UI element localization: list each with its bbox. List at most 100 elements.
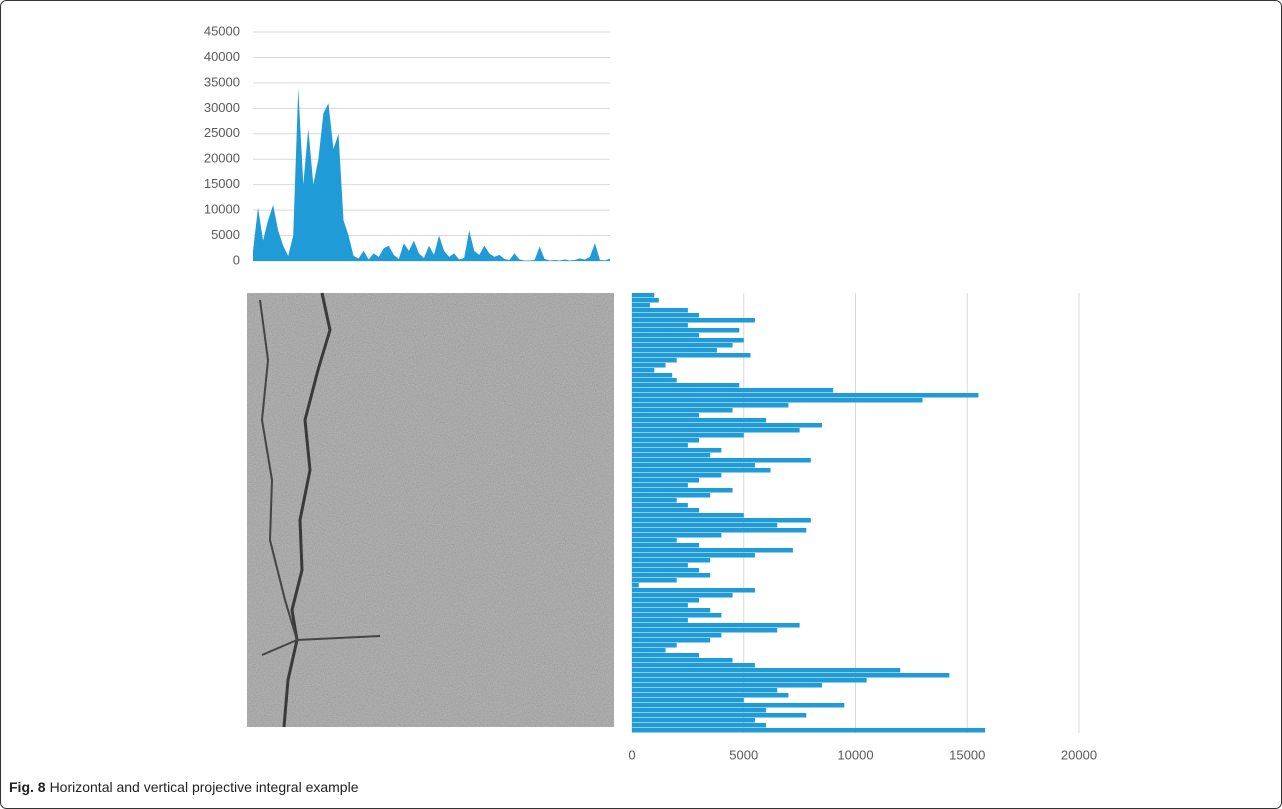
bar [632, 708, 767, 713]
bar [632, 478, 700, 483]
bar [632, 568, 700, 573]
y-tick-label: 20000 [204, 151, 240, 166]
bar [632, 598, 700, 603]
bar [632, 613, 722, 618]
bar [632, 593, 733, 598]
bar [632, 493, 711, 498]
caption-text: Horizontal and vertical projective integ… [50, 779, 359, 795]
bar [632, 653, 700, 658]
bar [632, 608, 711, 613]
bar [632, 603, 688, 608]
bar [632, 408, 733, 413]
bar [632, 298, 659, 303]
caption-label: Fig. 8 [9, 779, 46, 795]
bar [632, 718, 755, 723]
bar [632, 628, 778, 633]
bar [632, 313, 700, 318]
bar [632, 648, 666, 653]
bar [632, 713, 807, 718]
x-tick-label: 5000 [729, 747, 758, 762]
y-tick-label: 0 [233, 252, 240, 267]
bar [632, 658, 733, 663]
bar [632, 503, 688, 508]
bar [632, 633, 722, 638]
caption: Fig. 8 Horizontal and vertical projective… [9, 779, 359, 795]
bar [632, 543, 700, 548]
bar [632, 378, 677, 383]
bar [632, 348, 717, 353]
bar [632, 573, 711, 578]
y-tick-label: 15000 [204, 176, 240, 191]
bar [632, 518, 811, 523]
bar [632, 528, 807, 533]
bar [632, 428, 800, 433]
bar [632, 418, 767, 423]
bar [632, 728, 986, 733]
bar [632, 308, 688, 313]
bar [632, 353, 751, 358]
bar [632, 513, 744, 518]
bar [632, 698, 744, 703]
bar [632, 508, 700, 513]
bar [632, 703, 845, 708]
bar [632, 463, 755, 468]
bar [632, 323, 688, 328]
y-tick-label: 5000 [211, 227, 240, 242]
bar [632, 498, 677, 503]
y-tick-label: 30000 [204, 100, 240, 115]
bar [632, 688, 778, 693]
bar [632, 668, 901, 673]
x-tick-label: 0 [628, 747, 635, 762]
bar [632, 488, 733, 493]
bar [632, 333, 700, 338]
bar [632, 678, 867, 683]
bar [632, 673, 950, 678]
bar [632, 318, 755, 323]
bar [632, 373, 673, 378]
y-tick-label: 25000 [204, 125, 240, 140]
bar [632, 558, 711, 563]
bar [632, 368, 655, 373]
bar [632, 643, 677, 648]
bar [632, 393, 979, 398]
bar [632, 303, 650, 308]
bar [632, 583, 639, 588]
y-tick-label: 45000 [204, 23, 240, 38]
bar [632, 343, 733, 348]
bar [632, 448, 722, 453]
y-tick-label: 40000 [204, 49, 240, 64]
bar [632, 588, 755, 593]
bar [632, 338, 744, 343]
bar [632, 663, 755, 668]
bar [632, 683, 822, 688]
x-tick-label: 15000 [949, 747, 985, 762]
pavement-image [247, 292, 614, 728]
bar [632, 453, 711, 458]
bar [632, 638, 711, 643]
bar [632, 548, 793, 553]
bar [632, 538, 677, 543]
bar [632, 458, 811, 463]
bar [632, 423, 822, 428]
bar [632, 723, 767, 728]
bar [632, 443, 688, 448]
bar [632, 328, 740, 333]
bar [632, 523, 778, 528]
bar [632, 383, 740, 388]
bar [632, 388, 834, 393]
bar [632, 293, 655, 298]
x-tick-label: 10000 [837, 747, 873, 762]
bar [632, 403, 789, 408]
bar [632, 433, 744, 438]
bar [632, 483, 688, 488]
y-tick-label: 35000 [204, 74, 240, 89]
bar [632, 618, 688, 623]
area [253, 87, 610, 261]
bar [632, 438, 700, 443]
bar [632, 533, 722, 538]
bar [632, 358, 677, 363]
bar [632, 413, 700, 418]
bar [632, 468, 771, 473]
bar [632, 473, 722, 478]
